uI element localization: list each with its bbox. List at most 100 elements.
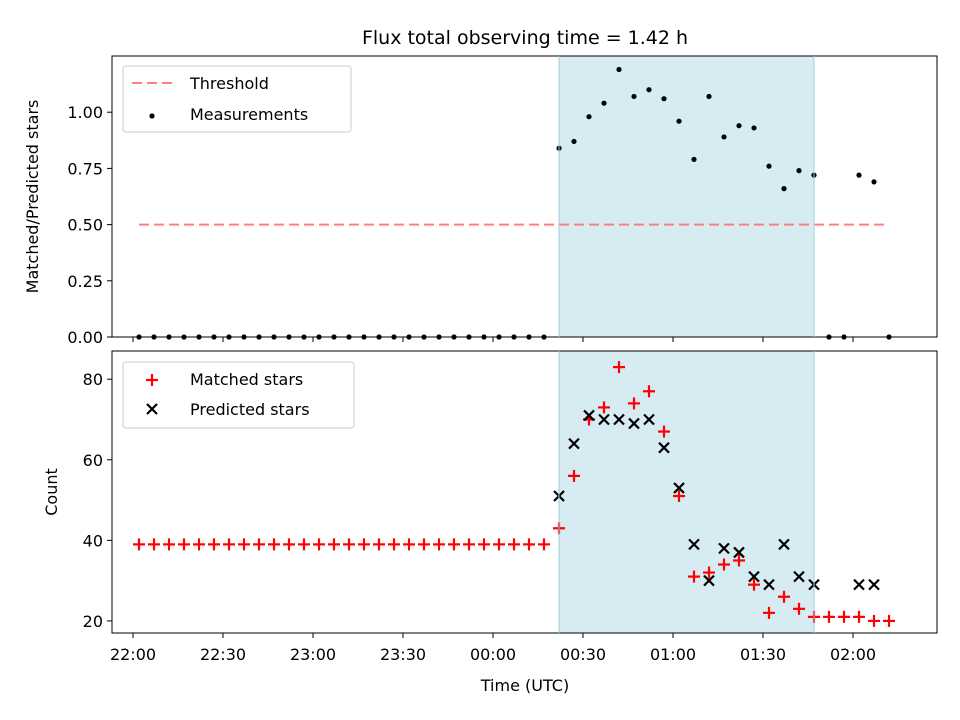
matched-star-point (373, 538, 385, 551)
matched-star-point (163, 538, 175, 551)
measurement-point (691, 156, 697, 163)
x-tick-label: 22:30 (200, 645, 246, 664)
measurement-point (616, 66, 622, 73)
y-tick-label: 20 (83, 612, 103, 631)
bottom-panel: 20 40 60 80 22:00 22:30 23:00 23:30 00:00 00:30 0… (42, 350, 938, 695)
y-tick-label: 1.00 (67, 103, 103, 122)
matched-star-point (478, 538, 490, 551)
matched-star-point (853, 610, 865, 623)
matched-star-point (268, 538, 280, 551)
x-tick-label: 00:30 (560, 645, 606, 664)
measurement-point (661, 96, 667, 102)
measurement-point (781, 186, 787, 192)
matched-star-point (568, 469, 580, 482)
matched-star-point (838, 610, 850, 623)
matched-star-point (238, 538, 250, 551)
measurement-point (706, 93, 712, 100)
matched-star-point (823, 610, 835, 623)
matched-star-point (613, 361, 625, 374)
predicted-star-point (613, 413, 625, 426)
predicted-star-stroke (778, 538, 790, 551)
x-tick-label: 02:00 (830, 645, 876, 664)
predicted-star-stroke (763, 578, 775, 591)
matched-star-point (418, 538, 430, 551)
chart-title: Flux total observing time = 1.42 h (362, 27, 688, 49)
x-tick-label: 01:30 (740, 645, 786, 664)
predicted-star-point (658, 441, 670, 454)
x-tick-label: 23:30 (380, 645, 426, 664)
predicted-star-stroke (583, 409, 595, 422)
predicted-star-stroke (628, 417, 640, 430)
predicted-star-stroke (793, 570, 805, 583)
bottom-x-axis: 22:00 22:30 23:00 23:30 00:00 00:30 01:00 01:30… (110, 633, 876, 664)
predicted-star-stroke (733, 546, 745, 559)
measurement-point (721, 134, 727, 140)
observing-window-shade (559, 351, 814, 633)
matched-legend-label: Matched stars (190, 370, 303, 389)
measurement-point (601, 100, 607, 106)
matched-star-point (763, 606, 775, 619)
measurement-point (871, 179, 877, 185)
predicted-star-stroke (703, 574, 715, 587)
matched-star-point (643, 385, 655, 398)
matched-legend-swatch (146, 374, 158, 386)
matched-star-point (358, 538, 370, 551)
top-legend: Threshold Measurements (122, 65, 352, 133)
y-tick-label: 0.25 (67, 272, 103, 291)
x-tick-label: 23:00 (290, 645, 336, 664)
top-panel: 0.00 0.25 0.50 0.75 1.00 Matched/Predicted s… (23, 55, 938, 347)
measurement-point (631, 93, 637, 100)
matched-star-point (673, 490, 685, 503)
top-axes-frame (111, 55, 938, 338)
predicted-star-point (628, 417, 640, 430)
matched-star-point (703, 566, 715, 579)
matched-star-point (208, 538, 220, 551)
predicted-star-point (853, 578, 865, 591)
x-tick-label: 01:00 (650, 645, 696, 664)
predicted-star-point (718, 542, 730, 555)
y-tick-label: 0.50 (67, 216, 103, 235)
matched-star-point (313, 538, 325, 551)
measurement-point (736, 123, 742, 129)
predicted-star-stroke (718, 542, 730, 555)
measurement-point (646, 87, 652, 93)
observing-window-shade (559, 56, 814, 337)
x-tick-label: 22:00 (110, 645, 156, 664)
matched-star-point (718, 558, 730, 571)
matched-star-point (388, 538, 400, 551)
predicted-star-stroke (613, 413, 625, 426)
bottom-y-axis-label: Count (42, 468, 61, 516)
top-y-axis-label: Matched/Predicted stars (23, 100, 42, 294)
measurements-legend-label: Measurements (190, 105, 308, 124)
predicted-star-point (583, 409, 595, 422)
matched-star-point (178, 538, 190, 551)
predicted-star-point (748, 570, 760, 583)
matched-star-point (133, 538, 145, 551)
matched-star-point (658, 425, 670, 438)
measurement-point (676, 118, 682, 124)
matched-star-point (148, 538, 160, 551)
predicted-star-point (793, 570, 805, 583)
matched-star-point (283, 538, 295, 551)
predicted-star-stroke (673, 482, 685, 494)
predicted-star-point (598, 413, 610, 426)
matched-star-point (448, 538, 460, 551)
matched-star-point (748, 578, 760, 591)
predicted-star-stroke (868, 578, 880, 591)
predicted-star-point (733, 546, 745, 559)
matched-star-point (598, 401, 610, 414)
matched-star-point (433, 538, 445, 551)
matched-star-point (628, 397, 640, 410)
predicted-star-points (553, 409, 880, 591)
matched-star-point (403, 538, 415, 551)
predicted-star-point (868, 578, 880, 591)
predicted-star-stroke (688, 538, 700, 551)
matched-star-point (793, 602, 805, 615)
x-tick-label: 00:00 (470, 645, 516, 664)
predicted-legend-swatch (146, 403, 158, 415)
matched-star-point (253, 538, 265, 551)
matched-star-point (493, 538, 505, 551)
predicted-star-stroke (568, 437, 580, 450)
bottom-y-axis: 20 40 60 80 (83, 370, 112, 631)
